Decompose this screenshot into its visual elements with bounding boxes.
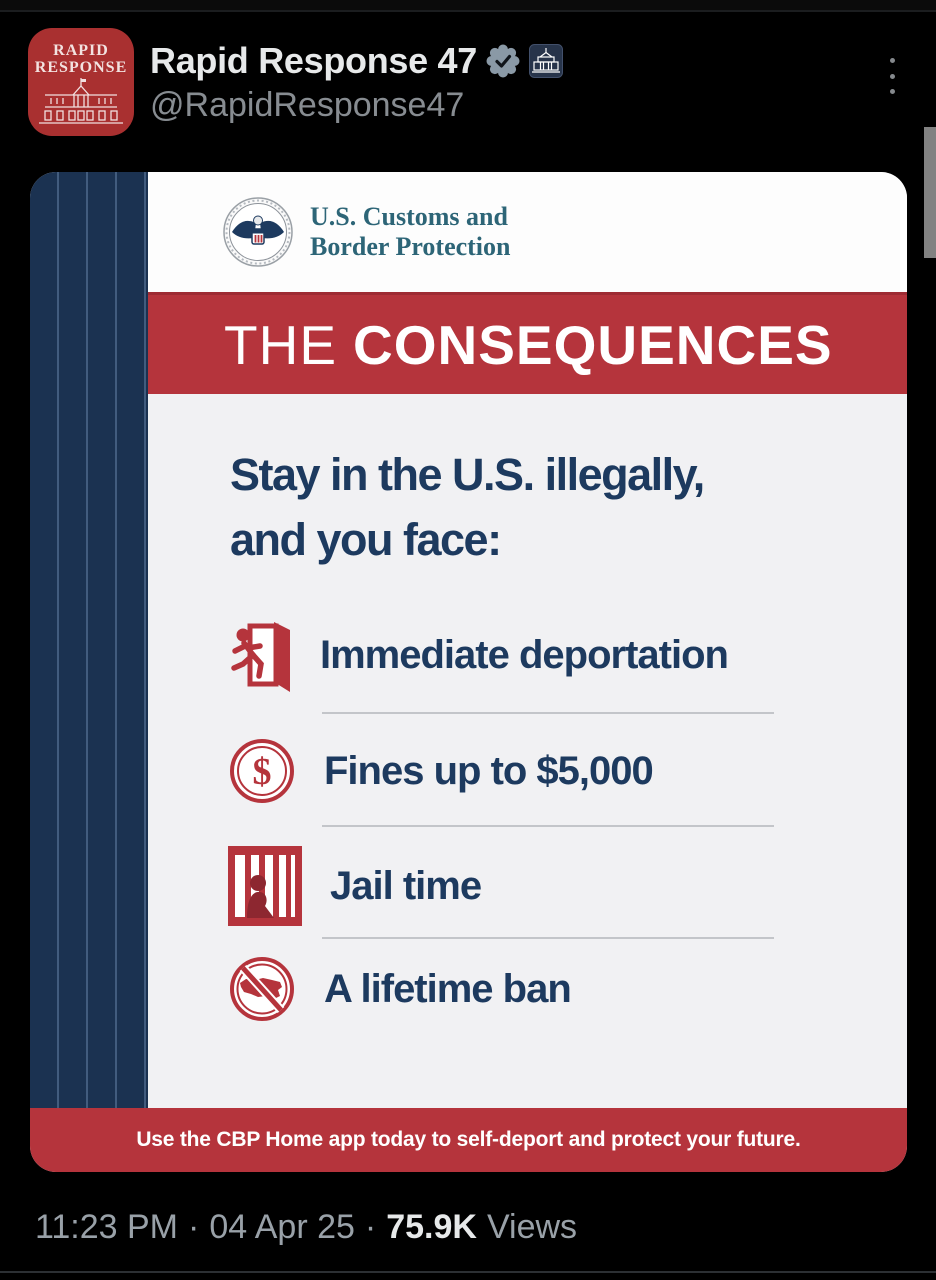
headline: Stay in the U.S. illegally, and you face… <box>230 442 705 572</box>
consequence-label: A lifetime ban <box>324 966 572 1011</box>
dollar-coin-icon: $ <box>230 739 294 803</box>
scrollbar-thumb[interactable] <box>924 127 936 258</box>
consequence-row: A lifetime ban <box>228 955 572 1023</box>
tweet-time: 11:23 PM <box>35 1208 179 1246</box>
top-divider <box>0 0 936 12</box>
avatar[interactable]: RAPID RESPONSE <box>28 28 134 136</box>
title-band: THE CONSEQUENCES <box>148 292 907 439</box>
cbp-wordmark: U.S. Customs and Border Protection <box>310 202 510 262</box>
avatar-text-line2: RESPONSE <box>34 59 128 76</box>
meta-separator: · <box>364 1208 377 1246</box>
dot <box>889 73 895 79</box>
cta-text: Use the CBP Home app today to self-depor… <box>136 1128 801 1151</box>
usa-ban-icon <box>230 957 294 1021</box>
jail-bars-icon <box>228 846 302 926</box>
cta-band: Use the CBP Home app today to self-depor… <box>30 1108 907 1172</box>
row-divider <box>322 712 774 714</box>
author-handle[interactable]: @RapidResponse47 <box>150 86 465 124</box>
dollar-glyph: $ <box>253 751 272 793</box>
views-count: 75.9K <box>386 1208 477 1246</box>
meta-separator: · <box>188 1208 200 1246</box>
row-divider <box>322 937 774 939</box>
author-name-row: Rapid Response 47 <box>150 40 564 82</box>
cbp-wordmark-line1: U.S. Customs and <box>310 202 508 231</box>
infographic-content: U.S. Customs and Border Protection THE C… <box>148 172 907 1108</box>
title-prefix: THE <box>224 313 337 376</box>
tweet-date: 04 Apr 25 <box>209 1208 355 1246</box>
exit-door-deportation-icon <box>231 622 290 692</box>
title-emphasis: CONSEQUENCES <box>353 313 833 376</box>
consequence-label: Immediate deportation <box>320 632 729 677</box>
consequence-label: Fines up to $5,000 <box>324 748 654 793</box>
headline-line1: Stay in the U.S. illegally, <box>230 449 705 500</box>
consequence-row: Jail time <box>228 846 482 926</box>
white-house-line-art-icon <box>39 78 123 124</box>
row-divider <box>322 825 774 827</box>
cbp-seal-icon <box>223 197 293 267</box>
tweet-meta: 11:23 PM · 04 Apr 25 · 75.9K Views <box>35 1208 577 1247</box>
navy-pinstripe-band <box>30 172 148 1108</box>
consequences-body: Stay in the U.S. illegally, and you face… <box>148 394 907 1108</box>
more-options-button[interactable] <box>882 56 902 96</box>
views-label[interactable]: Views <box>486 1208 578 1246</box>
consequence-label: Jail time <box>330 863 482 908</box>
cbp-logo-header: U.S. Customs and Border Protection <box>148 172 907 292</box>
consequence-row: $ Fines up to $5,000 <box>228 737 654 805</box>
headline-line2: and you face: <box>230 514 502 565</box>
dot <box>889 58 895 63</box>
verified-badge-icon <box>486 44 520 78</box>
author-name[interactable]: Rapid Response 47 <box>150 40 478 81</box>
dot <box>889 89 895 94</box>
bottom-divider <box>0 1271 936 1273</box>
consequence-row: Immediate deportation <box>228 620 729 692</box>
cbp-wordmark-line2: Border Protection <box>310 232 511 261</box>
tweet-media-infographic[interactable]: U.S. Customs and Border Protection THE C… <box>30 172 907 1172</box>
avatar-text-line1: RAPID <box>53 42 109 59</box>
white-house-affiliation-badge-icon[interactable] <box>529 44 564 78</box>
